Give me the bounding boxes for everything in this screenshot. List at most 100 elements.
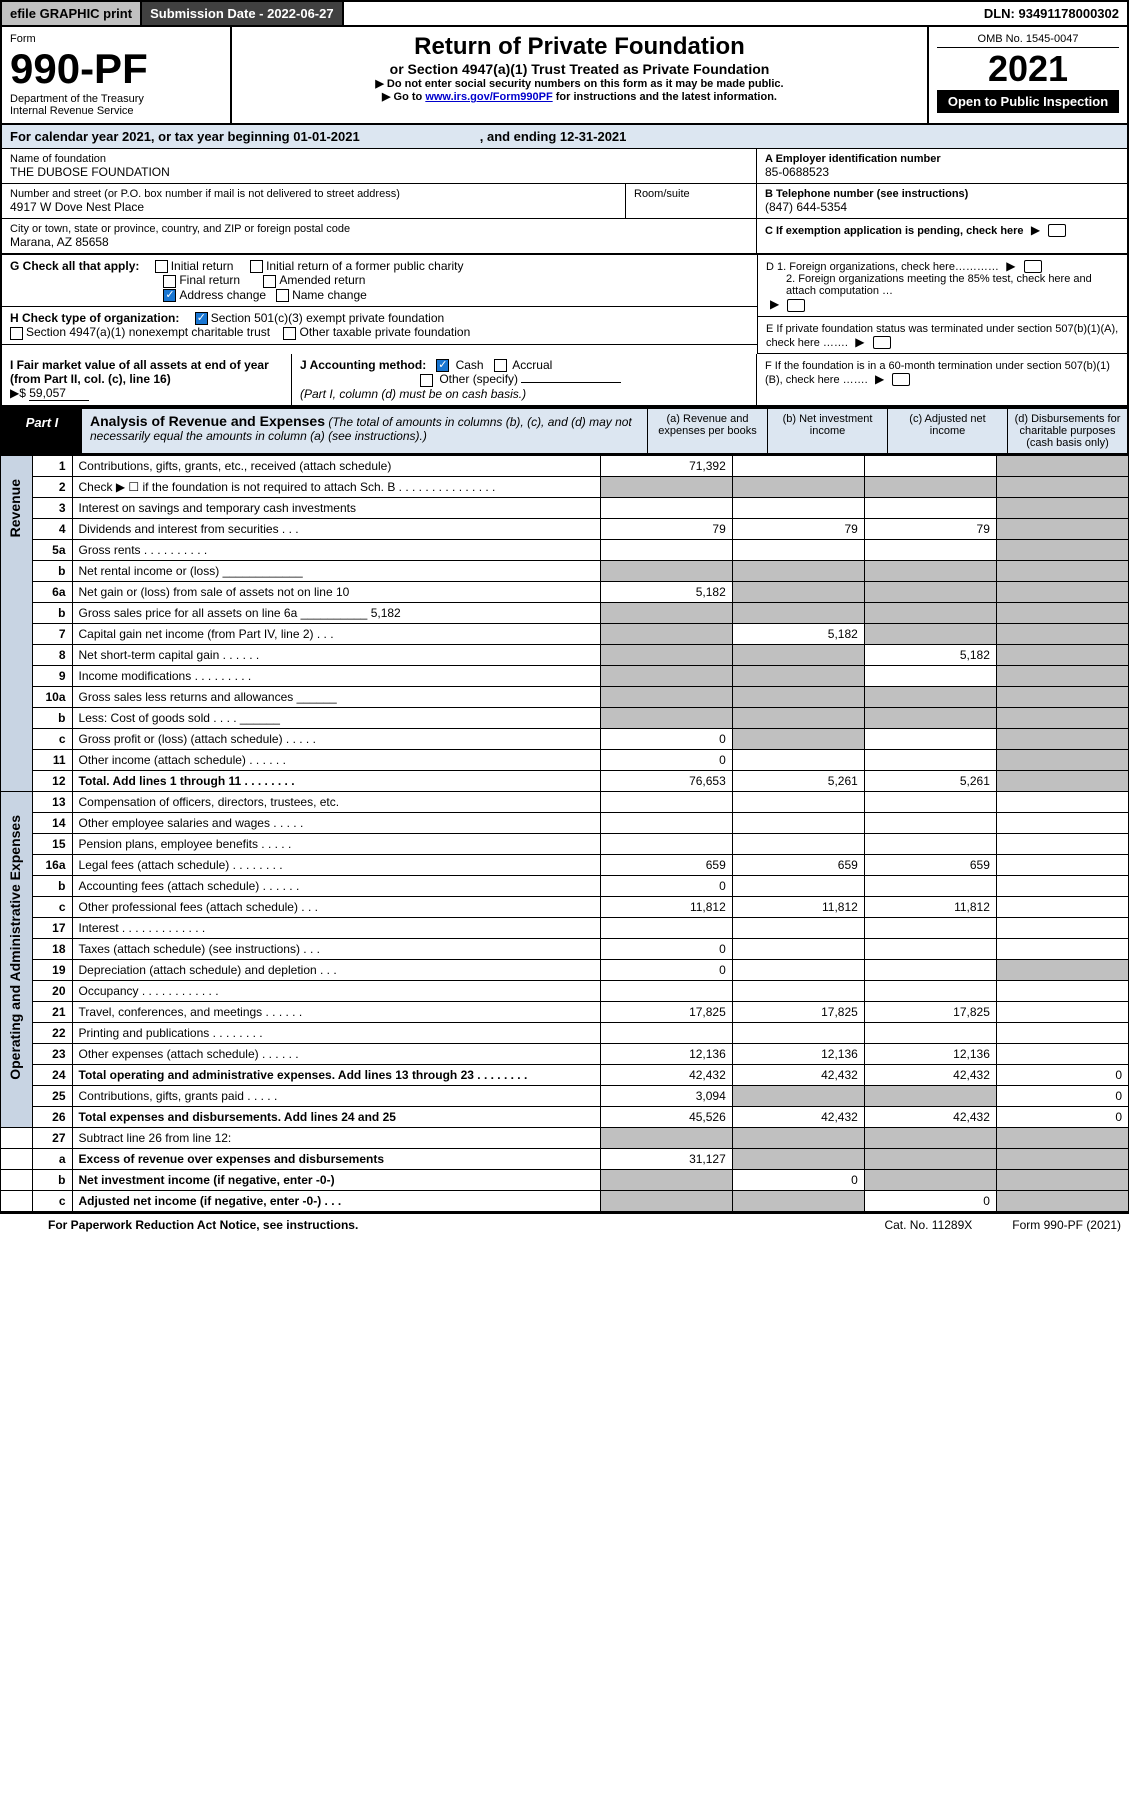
g2-checkbox[interactable] (250, 260, 263, 273)
e-checkbox[interactable] (873, 336, 891, 349)
f-checkbox[interactable] (892, 373, 910, 386)
d1-checkbox[interactable] (1024, 260, 1042, 273)
side-spacer (1, 1127, 33, 1148)
fmv-accounting-row: I Fair market value of all assets at end… (0, 354, 1129, 407)
submission-date: Submission Date - 2022-06-27 (142, 2, 344, 25)
efile-label[interactable]: efile GRAPHIC print (2, 2, 142, 25)
g6-checkbox[interactable] (276, 289, 289, 302)
line-desc: Total expenses and disbursements. Add li… (72, 1106, 600, 1127)
line-desc: Taxes (attach schedule) (see instruction… (72, 938, 600, 959)
i-label: I Fair market value of all assets at end… (10, 358, 269, 386)
d1-label: D 1. Foreign organizations, check here……… (766, 261, 999, 273)
arrow-icon: ▶ (875, 372, 884, 386)
table-row: Operating and Administrative Expenses13C… (1, 791, 1129, 812)
value-cell: 0 (996, 1106, 1128, 1127)
value-cell (732, 917, 864, 938)
value-cell: 5,182 (864, 644, 996, 665)
line-desc: Net gain or (loss) from sale of assets n… (72, 581, 600, 602)
accrual-label: Accrual (512, 358, 552, 372)
table-row: aExcess of revenue over expenses and dis… (1, 1148, 1129, 1169)
d2-checkbox[interactable] (787, 299, 805, 312)
value-cell (732, 1190, 864, 1211)
table-row: 17Interest . . . . . . . . . . . . . (1, 917, 1129, 938)
open-public: Open to Public Inspection (937, 90, 1119, 113)
table-row: bLess: Cost of goods sold . . . . ______ (1, 707, 1129, 728)
table-row: bNet rental income or (loss) ___________… (1, 560, 1129, 581)
c-checkbox[interactable] (1048, 224, 1066, 237)
line-desc: Other professional fees (attach schedule… (72, 896, 600, 917)
calendar-year-row: For calendar year 2021, or tax year begi… (0, 125, 1129, 149)
cash-checkbox[interactable] (436, 359, 449, 372)
value-cell (864, 497, 996, 518)
value-cell (864, 476, 996, 497)
value-cell (732, 665, 864, 686)
value-cell (600, 476, 732, 497)
value-cell (600, 686, 732, 707)
value-cell: 5,182 (600, 581, 732, 602)
line-num: 6a (32, 581, 72, 602)
g4-checkbox[interactable] (263, 275, 276, 288)
value-cell (864, 917, 996, 938)
value-cell: 79 (600, 518, 732, 539)
value-cell: 76,653 (600, 770, 732, 791)
line-num: 24 (32, 1064, 72, 1085)
side-label: Revenue (1, 455, 33, 791)
form990pf-link[interactable]: www.irs.gov/Form990PF (425, 91, 552, 103)
note-ssn: ▶ Do not enter social security numbers o… (240, 77, 919, 90)
value-cell (996, 1190, 1128, 1211)
line-desc: Less: Cost of goods sold . . . . ______ (72, 707, 600, 728)
value-cell: 0 (732, 1169, 864, 1190)
line-desc: Gross rents . . . . . . . . . . (72, 539, 600, 560)
line-num: b (32, 560, 72, 581)
footer: For Paperwork Reduction Act Notice, see … (0, 1212, 1129, 1236)
value-cell (864, 1127, 996, 1148)
table-row: 23Other expenses (attach schedule) . . .… (1, 1043, 1129, 1064)
value-cell (864, 623, 996, 644)
value-cell (600, 560, 732, 581)
form-title: Return of Private Foundation (240, 33, 919, 61)
value-cell (864, 686, 996, 707)
value-cell (732, 707, 864, 728)
table-row: 26Total expenses and disbursements. Add … (1, 1106, 1129, 1127)
value-cell (864, 1169, 996, 1190)
g1-checkbox[interactable] (155, 260, 168, 273)
g3-checkbox[interactable] (163, 275, 176, 288)
value-cell (600, 497, 732, 518)
name-label: Name of foundation (10, 153, 748, 165)
value-cell (996, 518, 1128, 539)
value-cell (996, 749, 1128, 770)
value-cell (732, 602, 864, 623)
line-desc: Compensation of officers, directors, tru… (72, 791, 600, 812)
value-cell (600, 1190, 732, 1211)
line-desc: Gross profit or (loss) (attach schedule)… (72, 728, 600, 749)
address: 4917 W Dove Nest Place (10, 200, 617, 214)
value-cell (864, 1085, 996, 1106)
g5-checkbox[interactable] (163, 289, 176, 302)
value-cell (600, 665, 732, 686)
value-cell: 12,136 (732, 1043, 864, 1064)
table-row: 9Income modifications . . . . . . . . . (1, 665, 1129, 686)
line-num: 10a (32, 686, 72, 707)
h3-checkbox[interactable] (283, 327, 296, 340)
f-label: F If the foundation is in a 60-month ter… (765, 360, 1110, 386)
value-cell (996, 812, 1128, 833)
value-cell (996, 602, 1128, 623)
col-b-hdr: (b) Net investment income (767, 409, 887, 453)
line-desc: Total operating and administrative expen… (72, 1064, 600, 1085)
goto-post: for instructions and the latest informat… (553, 91, 777, 103)
g6-label: Name change (292, 288, 367, 302)
j-label: J Accounting method: (300, 358, 426, 372)
line-num: b (32, 1169, 72, 1190)
accrual-checkbox[interactable] (494, 359, 507, 372)
other-checkbox[interactable] (420, 374, 433, 387)
line-desc: Contributions, gifts, grants paid . . . … (72, 1085, 600, 1106)
form-ref: Form 990-PF (2021) (1012, 1218, 1121, 1232)
value-cell: 42,432 (732, 1064, 864, 1085)
value-cell (732, 833, 864, 854)
h2-checkbox[interactable] (10, 327, 23, 340)
table-row: 16aLegal fees (attach schedule) . . . . … (1, 854, 1129, 875)
value-cell: 17,825 (732, 1001, 864, 1022)
value-cell (996, 1043, 1128, 1064)
h1-checkbox[interactable] (195, 312, 208, 325)
value-cell (996, 686, 1128, 707)
